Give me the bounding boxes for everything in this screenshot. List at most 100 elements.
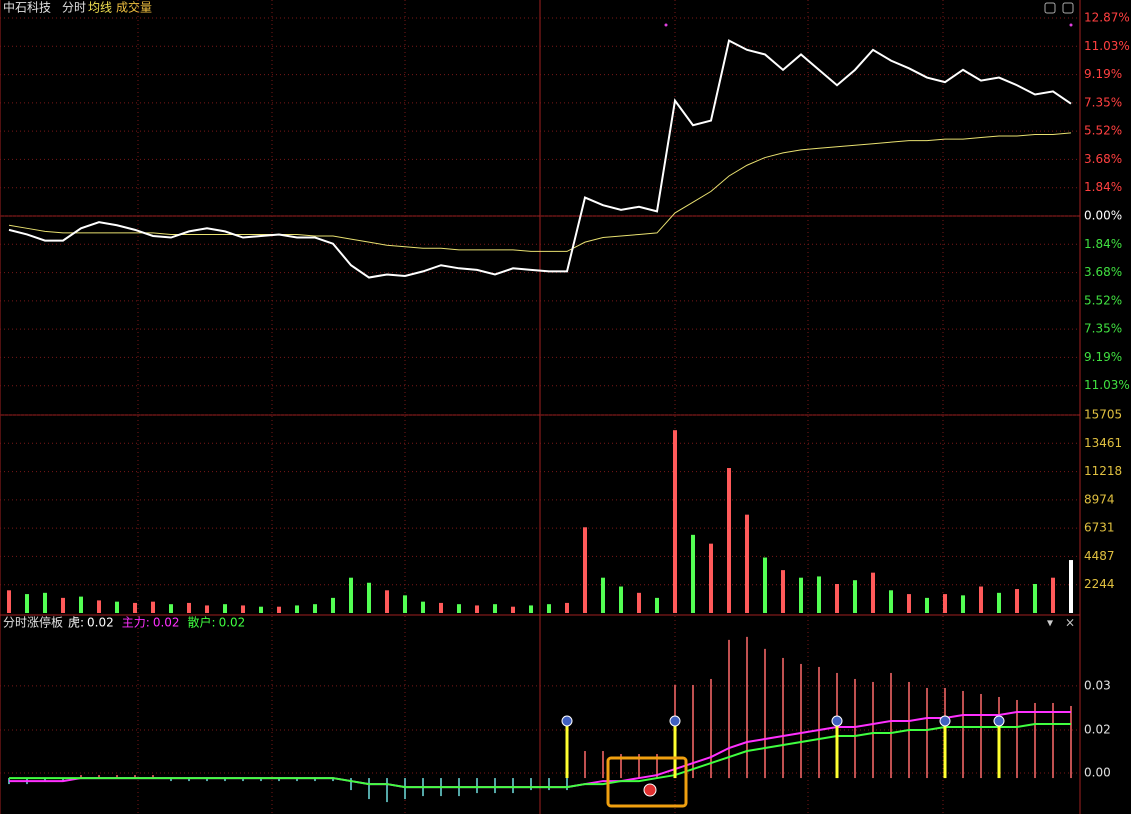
series-line <box>8 39 1072 279</box>
signal-icon <box>993 715 1005 727</box>
dot <box>1069 23 1073 27</box>
volume-bar <box>835 584 839 613</box>
y-tick-label: 7.35% <box>1084 95 1122 109</box>
volume-bar <box>673 430 677 613</box>
volume-bar <box>241 605 245 613</box>
volume-bar <box>781 570 785 613</box>
volume-bar <box>763 557 767 613</box>
mode-label: 分时 <box>62 1 86 15</box>
volume-bar <box>1051 577 1055 613</box>
y-tick-label: 3.68% <box>1084 265 1122 279</box>
volume-bar <box>79 596 83 613</box>
y-tick-label: 8974 <box>1084 492 1115 506</box>
window-icons: ▾ × <box>1044 2 1075 630</box>
volume-bar <box>385 590 389 613</box>
volume-bar <box>511 606 515 613</box>
volume-bar <box>493 604 497 613</box>
volume-bar <box>367 582 371 613</box>
volume-bar <box>133 602 137 613</box>
volume-bar <box>529 605 533 613</box>
volume-bar <box>709 543 713 613</box>
y-tick-label: 13461 <box>1084 436 1122 450</box>
legend-value: 0.02 <box>153 616 180 630</box>
close-icon[interactable]: × <box>1065 616 1075 630</box>
menu-icon[interactable]: ▾ <box>1047 616 1053 630</box>
y-tick-label: 1.84% <box>1084 180 1122 194</box>
y-tick-label: 0.00% <box>1084 209 1122 223</box>
signal-icon <box>831 715 843 727</box>
volume-bar <box>97 600 101 613</box>
volume-bar <box>817 576 821 613</box>
volume-bar <box>1015 589 1019 613</box>
volume-bar <box>547 604 551 613</box>
series-line <box>8 132 1072 252</box>
legend-label: 主力: <box>122 616 150 630</box>
volume-bar <box>25 594 29 613</box>
volume-bar <box>961 595 965 613</box>
signal-icon <box>561 715 573 727</box>
volume-bar <box>853 580 857 613</box>
volume-bar <box>187 602 191 613</box>
volume-bar <box>601 577 605 613</box>
y-tick-label: 7.35% <box>1084 322 1122 336</box>
stock-name: 中石科技 <box>3 0 51 15</box>
volume-bar <box>799 577 803 613</box>
volume-bar <box>169 604 173 613</box>
volume-bar <box>871 572 875 613</box>
volume-bar <box>475 605 479 613</box>
volume-bar <box>277 606 281 613</box>
volume-bar <box>619 586 623 613</box>
icon[interactable] <box>1044 2 1056 14</box>
volume-bar <box>727 468 731 613</box>
y-tick-label: 9.19% <box>1084 350 1122 364</box>
volume-bar <box>907 594 911 613</box>
y-tick-label: 11.03% <box>1084 39 1130 53</box>
y-tick-label: 2244 <box>1084 577 1115 591</box>
volume-bar <box>943 594 947 613</box>
volume-bar <box>457 604 461 613</box>
volume-bar <box>313 604 317 613</box>
volume-bar <box>223 604 227 613</box>
volume-label: 成交量 <box>116 0 152 15</box>
y-tick-label: 6731 <box>1084 521 1115 535</box>
y-tick-label: 5.52% <box>1084 293 1122 307</box>
series-line <box>9 723 1071 789</box>
y-tick-label: 5.52% <box>1084 124 1122 138</box>
volume-bar <box>295 605 299 613</box>
highlight-box <box>606 756 688 808</box>
icon[interactable] <box>1062 2 1074 14</box>
y-tick-label: 11.03% <box>1084 378 1130 392</box>
volume-bar <box>691 534 695 613</box>
volume-bar <box>43 592 47 613</box>
volume-bar <box>1069 560 1073 613</box>
dot <box>664 23 668 27</box>
y-tick-label: 1.84% <box>1084 237 1122 251</box>
indicator-title: 分时涨停板 <box>3 615 63 630</box>
avg-label: 均线 <box>88 1 112 15</box>
y-tick-label: 15705 <box>1084 408 1122 422</box>
volume-bar <box>439 602 443 613</box>
volume-bar <box>421 601 425 613</box>
legend-value: 0.02 <box>219 616 246 630</box>
volume-bar <box>565 602 569 613</box>
volume-bar <box>61 597 65 613</box>
volume-bar <box>925 597 929 613</box>
volume-bar <box>205 605 209 613</box>
legend-label: 散户: <box>188 615 216 630</box>
y-tick-label: 4487 <box>1084 549 1115 563</box>
y-tick-label: 0.02 <box>1084 723 1111 737</box>
legend-value: 0.02 <box>87 616 114 630</box>
volume-bar <box>583 527 587 613</box>
volume-bar <box>637 592 641 613</box>
volume-bar <box>403 595 407 613</box>
volume-bar <box>745 514 749 613</box>
volume-bar <box>997 592 1001 613</box>
volume-bar <box>349 577 353 613</box>
y-tick-label: 9.19% <box>1084 67 1122 81</box>
volume-bar <box>1033 584 1037 613</box>
signal-icon <box>939 715 951 727</box>
y-tick-label: 11218 <box>1084 464 1122 478</box>
limit-icon <box>643 783 657 797</box>
